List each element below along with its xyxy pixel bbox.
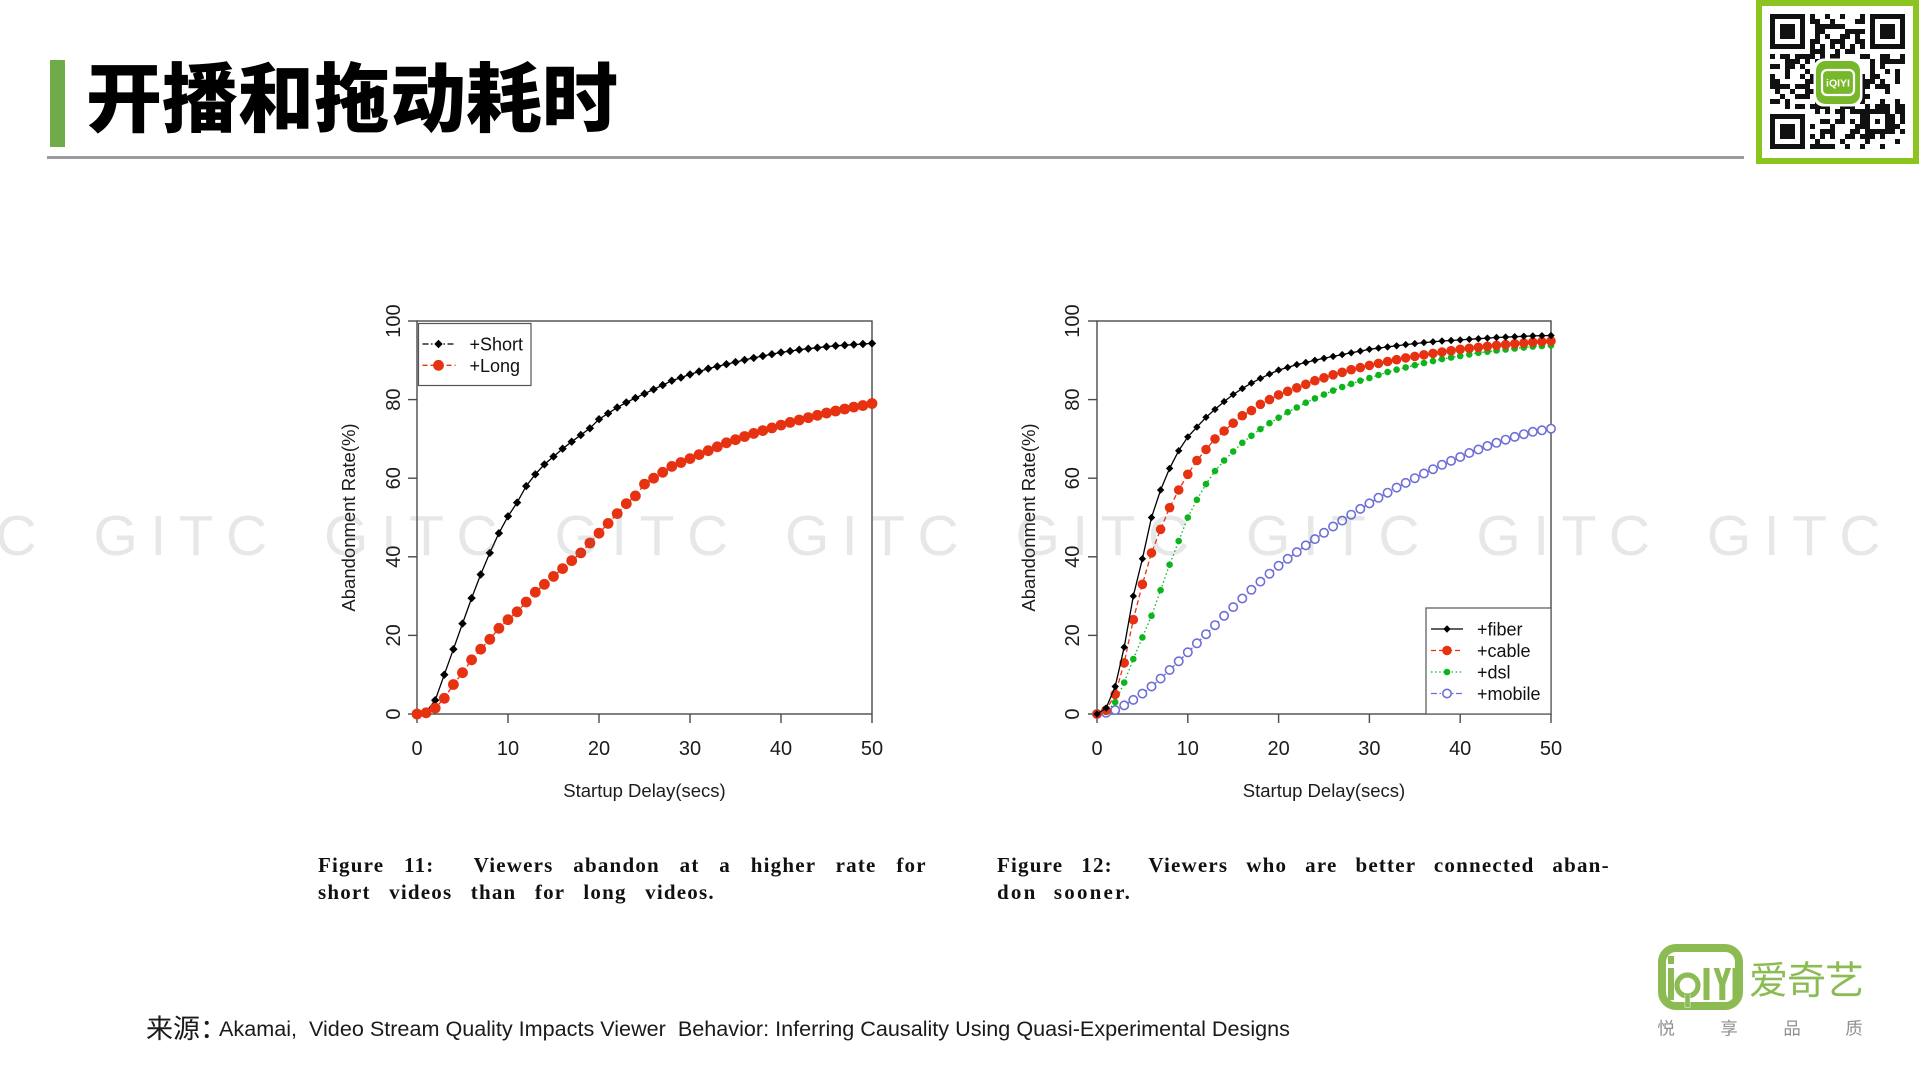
svg-text:30: 30 <box>1358 738 1380 760</box>
svg-text:+fiber: +fiber <box>1477 620 1523 640</box>
svg-text:20: 20 <box>1267 738 1289 760</box>
svg-text:Startup Delay(secs): Startup Delay(secs) <box>1243 780 1405 801</box>
svg-text:10: 10 <box>497 738 519 760</box>
svg-text:50: 50 <box>1540 738 1562 760</box>
svg-text:0: 0 <box>411 738 422 760</box>
svg-text:80: 80 <box>383 388 405 410</box>
svg-text:40: 40 <box>1062 546 1084 568</box>
svg-text:40: 40 <box>1449 738 1471 760</box>
svg-text:50: 50 <box>861 738 883 760</box>
svg-text:20: 20 <box>383 624 405 646</box>
svg-text:+Short: +Short <box>470 335 524 355</box>
svg-text:Abandonment Rate(%): Abandonment Rate(%) <box>1018 423 1039 611</box>
svg-text:0: 0 <box>1062 708 1084 719</box>
svg-text:0: 0 <box>383 708 405 719</box>
svg-text:100: 100 <box>1062 304 1084 337</box>
svg-text:30: 30 <box>679 738 701 760</box>
svg-text:60: 60 <box>1062 467 1084 489</box>
svg-text:0: 0 <box>1091 738 1102 760</box>
svg-text:100: 100 <box>383 304 405 337</box>
svg-text:40: 40 <box>770 738 792 760</box>
svg-text:iQIYI: iQIYI <box>1826 78 1850 90</box>
svg-text:+dsl: +dsl <box>1477 663 1511 683</box>
svg-text:80: 80 <box>1062 388 1084 410</box>
svg-text:20: 20 <box>588 738 610 760</box>
svg-text:+cable: +cable <box>1477 641 1531 661</box>
svg-text:40: 40 <box>383 546 405 568</box>
svg-text:Abandonment Rate(%): Abandonment Rate(%) <box>338 423 359 611</box>
svg-text:Startup Delay(secs): Startup Delay(secs) <box>563 780 725 801</box>
svg-text:10: 10 <box>1177 738 1199 760</box>
svg-text:20: 20 <box>1062 624 1084 646</box>
svg-text:+Long: +Long <box>470 356 521 376</box>
svg-text:+mobile: +mobile <box>1477 684 1541 704</box>
svg-text:60: 60 <box>383 467 405 489</box>
